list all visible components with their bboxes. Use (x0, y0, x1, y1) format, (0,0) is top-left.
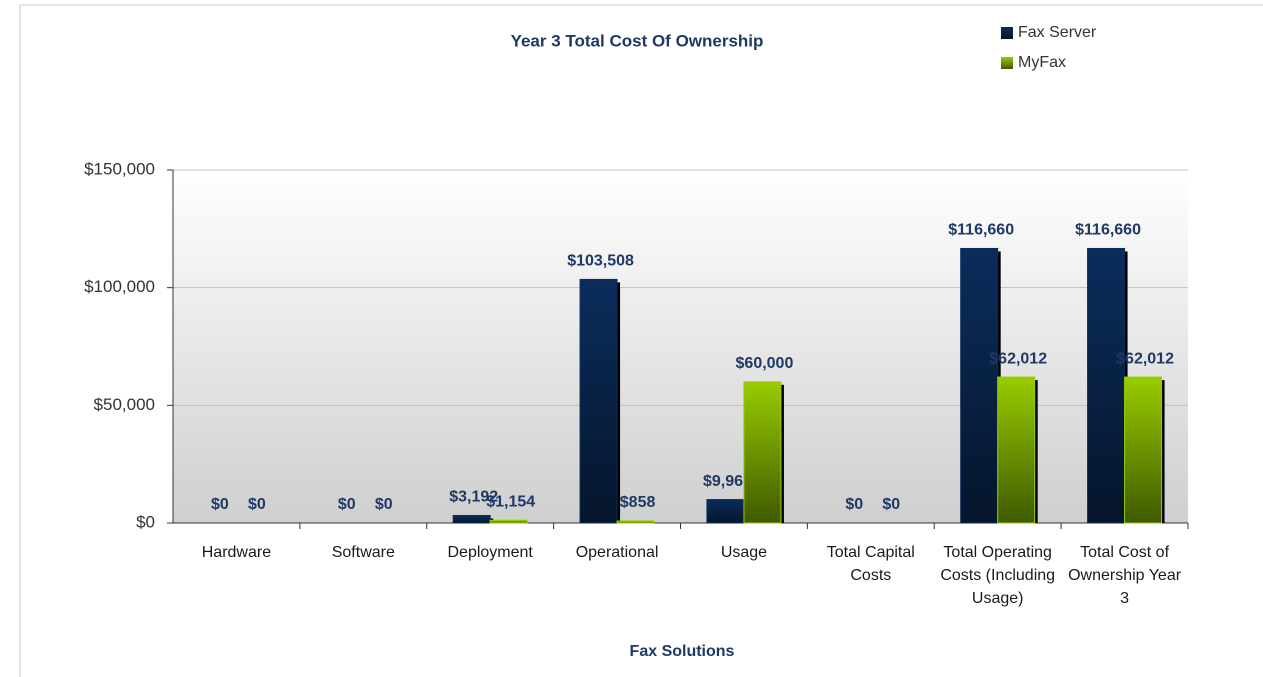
x-tick-label: Deployment (447, 544, 533, 561)
bar (489, 519, 528, 524)
bar (1087, 247, 1126, 524)
data-label: $858 (620, 494, 656, 511)
x-tick-label: Total Capital Costs (826, 544, 915, 584)
data-label: $0 (845, 496, 863, 513)
x-tick-label: Operational (575, 544, 659, 561)
data-label: $0 (882, 496, 900, 513)
legend-label: Fax Server (1018, 24, 1097, 41)
data-label: $0 (248, 496, 266, 513)
data-label: $0 (211, 496, 229, 513)
y-tick-label: $50,000 (94, 395, 155, 414)
y-tick-label: $100,000 (84, 277, 155, 296)
bar (616, 520, 655, 524)
x-tick-label: Usage (720, 544, 768, 561)
legend-swatch (1001, 27, 1013, 39)
data-label: $116,660 (948, 222, 1014, 239)
bar (706, 499, 745, 524)
bar (1124, 376, 1163, 524)
x-tick-label: Hardware (201, 544, 272, 561)
bar (997, 376, 1036, 524)
data-label: $116,660 (1075, 222, 1141, 239)
data-label: $3,192 (449, 489, 498, 506)
x-tick-label: Total Cost of Ownership Year 3 (1068, 544, 1182, 607)
x-axis-title: Fax Solutions (630, 643, 735, 660)
chart-title: Year 3 Total Cost Of Ownership (511, 31, 764, 50)
data-label: $62,012 (989, 350, 1047, 367)
data-label: $103,508 (567, 253, 634, 270)
y-tick-label: $0 (136, 512, 155, 531)
data-label: $9,960 (703, 473, 752, 490)
data-label: $62,012 (1116, 350, 1174, 367)
y-tick-label: $150,000 (84, 159, 155, 178)
x-tick-label: Total Operating Costs (Including Usage) (940, 544, 1056, 607)
x-tick-label: Software (331, 544, 395, 561)
data-label: $60,000 (736, 355, 794, 372)
bar (743, 381, 782, 524)
data-label: $1,154 (486, 494, 535, 511)
legend-swatch (1001, 57, 1013, 69)
bar (579, 278, 618, 524)
legend-label: MyFax (1018, 54, 1066, 71)
bar (960, 247, 999, 524)
bar (452, 514, 491, 524)
data-label: $0 (375, 496, 393, 513)
data-label: $0 (338, 496, 356, 513)
